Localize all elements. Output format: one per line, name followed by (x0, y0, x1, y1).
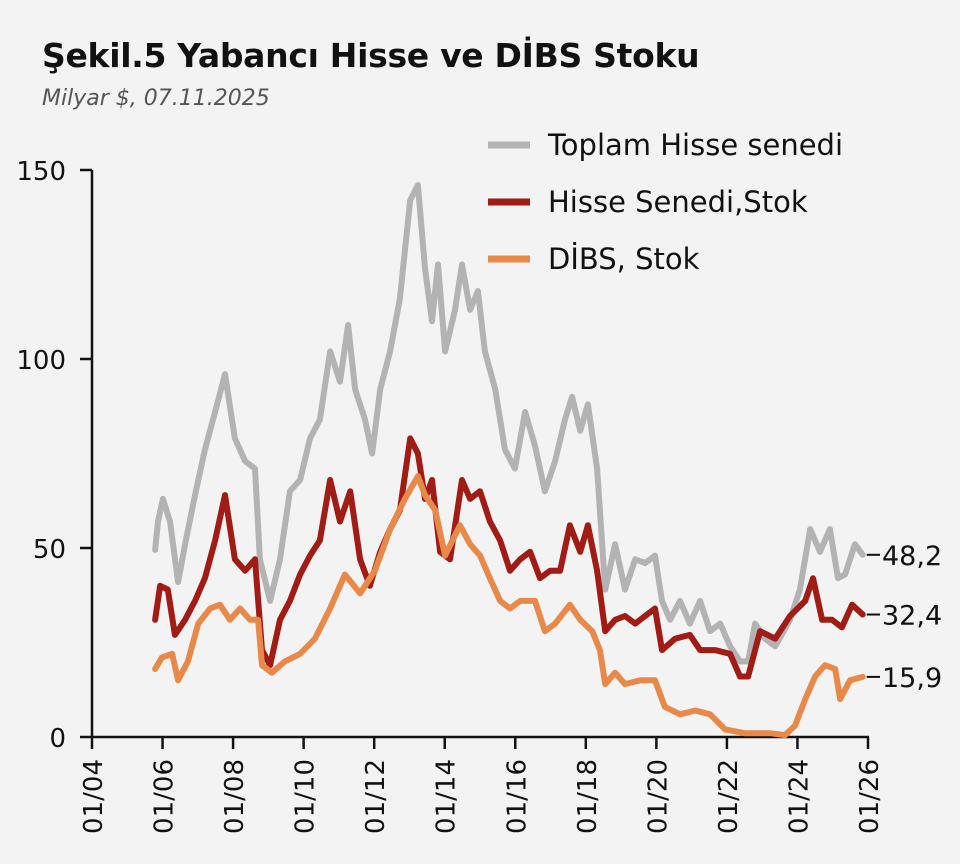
y-tick-label: 100 (16, 346, 66, 376)
series-lines (152, 182, 866, 739)
x-tick-label: 01/08 (220, 759, 250, 834)
x-tick-label: 01/24 (784, 759, 814, 834)
legend-label: Toplam Hisse senedi (547, 128, 843, 162)
y-tick-label: 150 (16, 157, 66, 187)
x-tick-label: 01/12 (361, 759, 391, 834)
legend-label: DİBS, Stok (548, 242, 700, 276)
series-line-0 (152, 182, 866, 665)
legend-label: Hisse Senedi,Stok (548, 185, 808, 219)
y-tick-label: 0 (49, 724, 66, 754)
x-tick-label: 01/14 (432, 759, 462, 834)
x-tick-label: 01/22 (714, 759, 744, 834)
y-tick-label: 50 (33, 535, 66, 565)
end-labels: 48,2 32,4 15,9 (866, 541, 942, 694)
end-value-label: 32,4 (882, 601, 942, 632)
chart-title: Şekil.5 Yabancı Hisse ve DİBS Stoku (42, 36, 700, 75)
x-tick-label: 01/20 (643, 759, 673, 834)
x-tick-label: 01/26 (855, 759, 885, 834)
axes: 0 50 100 150 01/04 01/06 01/08 01/10 01/12 01/14 0… (16, 157, 885, 834)
x-tick-label: 01/06 (150, 759, 180, 834)
end-value-label: 15,9 (882, 663, 942, 694)
series-line-2 (152, 473, 866, 739)
x-tick-label: 01/04 (79, 759, 109, 834)
legend: Toplam Hisse senedi Hisse Senedi,Stok DİBS… (488, 128, 843, 276)
x-tick-label: 01/10 (291, 759, 321, 834)
x-tick-label: 01/16 (502, 759, 532, 834)
chart-subtitle: Milyar $, 07.11.2025 (42, 86, 270, 111)
end-value-label: 48,2 (882, 541, 942, 572)
x-tick-label: 01/18 (573, 759, 603, 834)
